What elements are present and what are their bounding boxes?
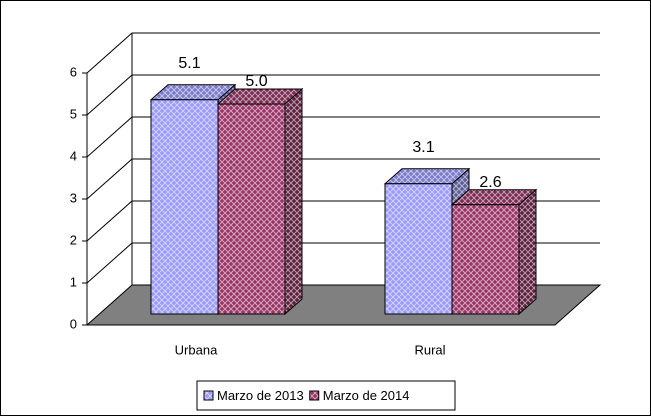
y-tick-label: 6 <box>70 64 77 79</box>
bar <box>384 183 453 315</box>
value-label: 2.6 <box>479 174 501 191</box>
grid-line <box>86 158 133 200</box>
y-tick-label: 1 <box>70 274 77 289</box>
legend-swatch <box>309 390 320 401</box>
legend-box <box>196 380 456 411</box>
y-tick-label: 5 <box>70 106 77 121</box>
bar <box>217 103 286 315</box>
legend-label: Marzo de 2014 <box>323 388 410 403</box>
x-tick-label: Rural <box>414 342 445 357</box>
grid-line <box>86 242 133 284</box>
y-tick-label: 0 <box>70 316 77 331</box>
legend-swatch <box>203 390 214 401</box>
value-label: 5.1 <box>178 55 200 72</box>
grid-line <box>86 116 133 158</box>
bar <box>150 99 219 315</box>
value-label: 5.0 <box>245 73 267 90</box>
x-tick-label: Urbana <box>175 342 218 357</box>
bar-side <box>284 87 303 316</box>
y-tick-label: 4 <box>70 148 77 163</box>
grid-line <box>86 74 133 116</box>
y-tick-label: 2 <box>70 232 77 247</box>
grid-line <box>86 32 133 74</box>
bar <box>451 204 520 315</box>
value-label: 3.1 <box>412 139 434 156</box>
grid-line <box>86 200 133 242</box>
legend-label: Marzo de 2013 <box>217 388 304 403</box>
bar-side <box>518 188 537 316</box>
y-tick-label: 3 <box>70 190 77 205</box>
